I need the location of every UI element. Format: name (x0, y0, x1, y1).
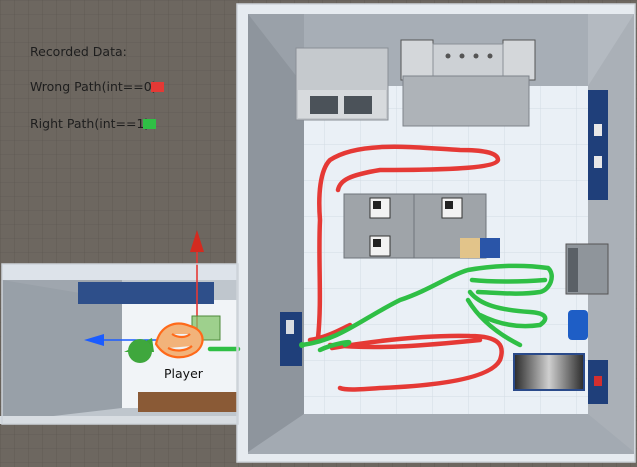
corridor-bench (138, 392, 238, 412)
blue-canister (568, 310, 588, 340)
shelf-units (400, 39, 536, 127)
legend-right-path-label: Right Path(int==1) (30, 116, 150, 131)
room-wall-bottom (248, 414, 634, 454)
cabinet-left (295, 47, 389, 121)
door-left (280, 312, 302, 366)
gizmo-y-arrow-icon (190, 230, 204, 252)
legend-title: Recorded Data: (30, 44, 127, 59)
corridor-cabinet (78, 282, 214, 304)
player-character-icon (154, 322, 204, 359)
center-island (343, 193, 500, 259)
wall-panel-right (588, 90, 608, 200)
corridor-room (0, 264, 238, 424)
gizmo-x-arrow-icon (84, 334, 104, 346)
legend-wrong-path-label: Wrong Path(int==0) (30, 79, 157, 94)
right-path (207, 263, 554, 353)
lab-bench (513, 353, 585, 391)
wrong-path-swatch (151, 82, 164, 92)
main-room (237, 4, 635, 462)
wrong-path (307, 144, 504, 392)
right-path-swatch (143, 119, 156, 129)
path-start-marker (299, 342, 305, 348)
player-label: Player (164, 366, 203, 381)
